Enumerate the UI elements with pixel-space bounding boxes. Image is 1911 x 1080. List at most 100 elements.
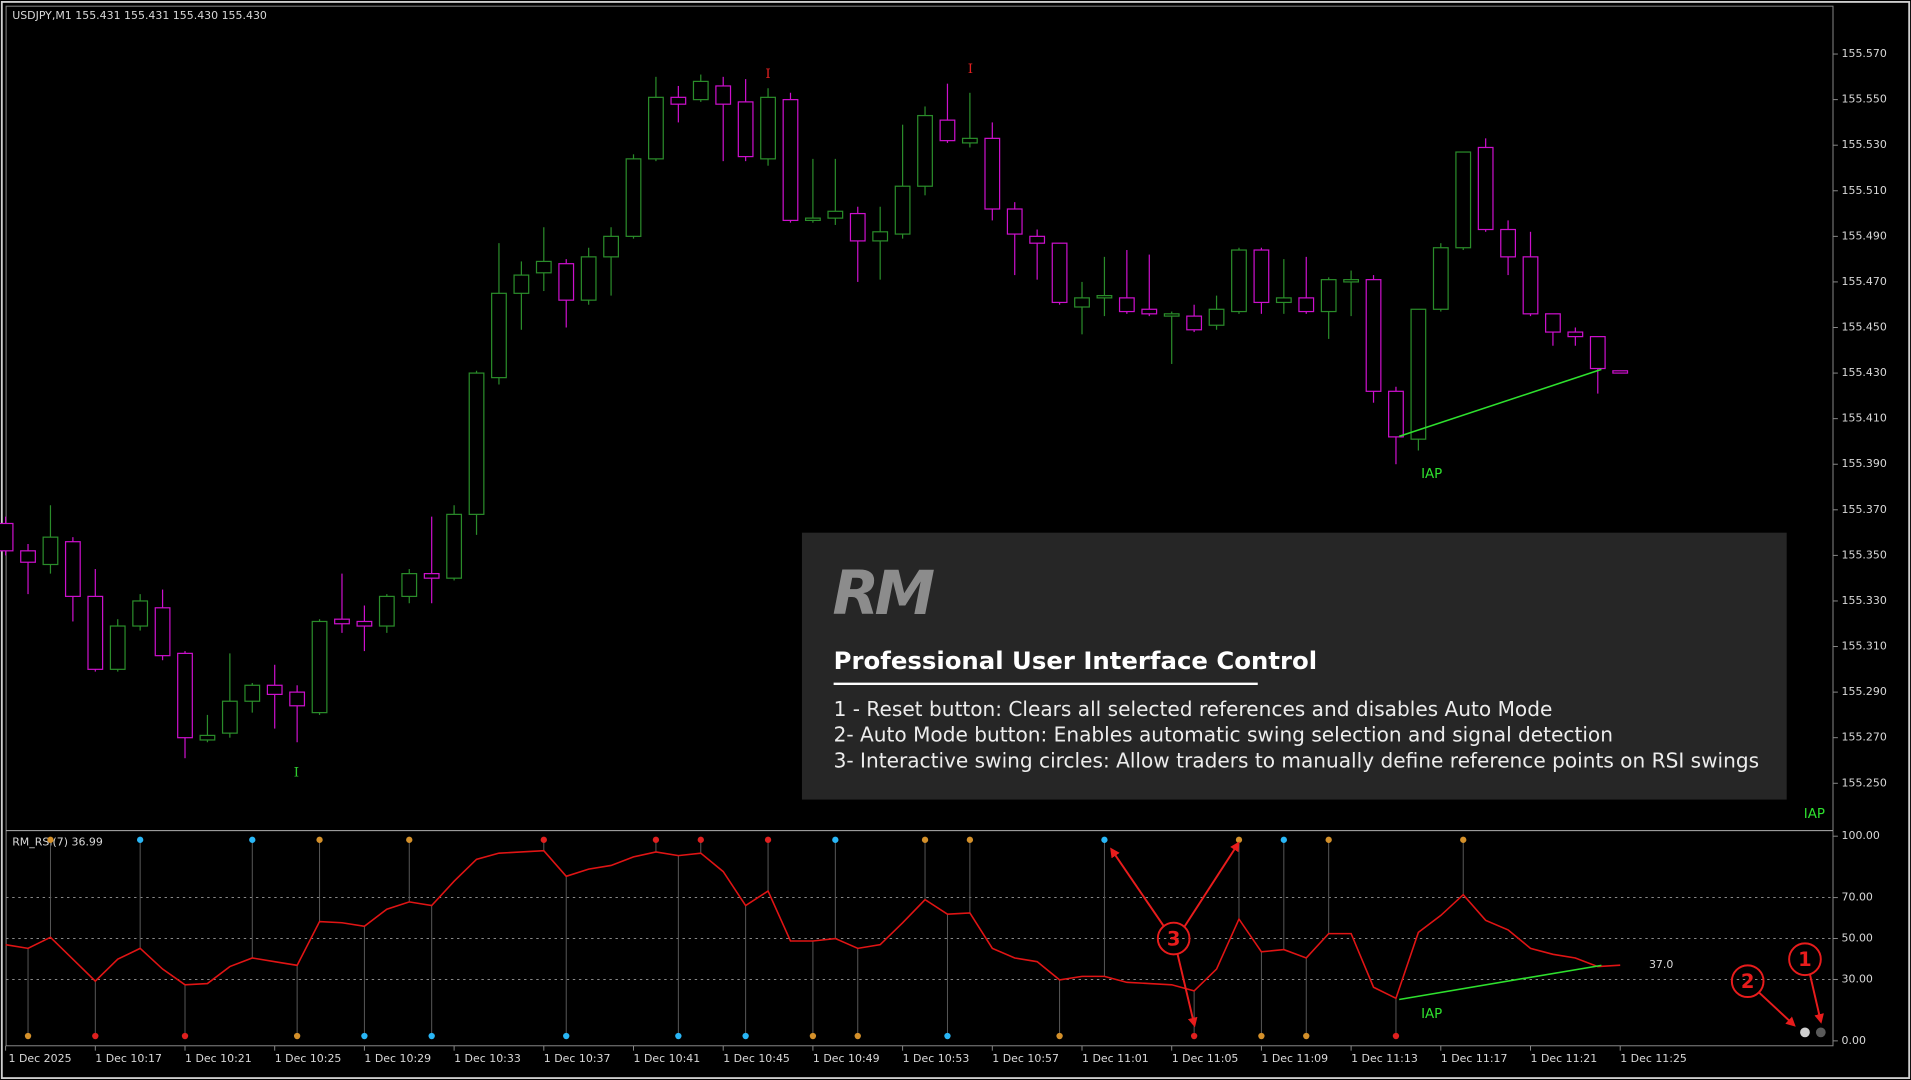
swing-high-circle[interactable] xyxy=(921,836,929,843)
candle-body xyxy=(266,684,283,696)
swing-high-circle[interactable] xyxy=(832,836,839,843)
y-tick-label: 70.00 xyxy=(1842,891,1873,904)
swing-high-circle[interactable] xyxy=(764,836,772,843)
callout-number: 1 xyxy=(1798,948,1812,971)
y-tick-label: 155.430 xyxy=(1842,366,1887,379)
candle-body xyxy=(1545,313,1561,333)
swing-low-circle[interactable] xyxy=(563,1032,570,1040)
candle-body xyxy=(1074,297,1090,308)
y-tick-label: 155.450 xyxy=(1842,321,1887,334)
candle-body xyxy=(1231,249,1247,313)
swing-low-circle[interactable] xyxy=(809,1032,817,1040)
y-tick-label: 155.530 xyxy=(1842,138,1887,151)
candle-body xyxy=(1365,279,1382,392)
swing-low-circle[interactable] xyxy=(428,1032,435,1040)
rsi-line xyxy=(5,849,1621,1000)
swing-high-circle[interactable] xyxy=(1280,836,1287,843)
swing-low-circle[interactable] xyxy=(1303,1032,1310,1040)
x-tick-label: 1 Dec 10:49 xyxy=(813,1052,880,1065)
candle-body xyxy=(378,595,395,627)
callout-number: 2 xyxy=(1741,970,1755,993)
candle-body xyxy=(87,595,104,670)
divergence-line xyxy=(1398,368,1602,438)
swing-high-circle[interactable] xyxy=(136,836,144,843)
candle-body xyxy=(1320,279,1337,313)
x-tick-label: 1 Dec 10:25 xyxy=(275,1052,342,1065)
candle-body xyxy=(1208,308,1225,326)
x-tick-label: 1 Dec 11:09 xyxy=(1261,1052,1328,1065)
swing-high-circle[interactable] xyxy=(249,836,256,843)
swing-low-circle[interactable] xyxy=(1258,1032,1265,1040)
candle-body xyxy=(1343,279,1360,283)
candle-body xyxy=(334,618,350,625)
x-tick-label: 1 Dec 11:21 xyxy=(1531,1052,1598,1065)
y-tick-label: 50.00 xyxy=(1842,932,1873,945)
swing-low-circle[interactable] xyxy=(293,1032,301,1040)
y-tick-label: 155.570 xyxy=(1842,47,1887,60)
swing-high-circle[interactable] xyxy=(47,836,54,843)
candle-body xyxy=(311,620,328,714)
swing-high-circle[interactable] xyxy=(1235,836,1243,843)
swing-low-circle[interactable] xyxy=(742,1032,749,1040)
candle-body xyxy=(558,263,575,301)
swing-low-circle[interactable] xyxy=(1056,1032,1063,1040)
swing-low-circle[interactable] xyxy=(1392,1032,1400,1040)
reset-button[interactable] xyxy=(1815,1027,1826,1038)
candle-body xyxy=(1567,331,1584,338)
candle-body xyxy=(154,607,171,657)
callouts xyxy=(1110,841,1824,1028)
swing-low-circle[interactable] xyxy=(944,1032,951,1040)
candle-body xyxy=(356,620,373,627)
y-tick-label: 30.00 xyxy=(1842,972,1873,985)
candle-body xyxy=(535,260,552,274)
y-tick-label: 155.270 xyxy=(1842,731,1887,744)
swing-high-circle[interactable] xyxy=(406,836,413,843)
rsi-divergence-line xyxy=(1398,964,1602,1001)
swing-low-circle[interactable] xyxy=(361,1032,368,1040)
swing-low-circle[interactable] xyxy=(675,1032,682,1040)
swing-low-circle[interactable] xyxy=(24,1032,32,1040)
candle-body xyxy=(20,550,36,563)
divergence-label: IAP xyxy=(1421,1007,1442,1022)
swing-high-circle[interactable] xyxy=(1460,836,1467,843)
x-tick-label: 1 Dec 10:41 xyxy=(634,1052,701,1065)
swing-high-circle[interactable] xyxy=(1325,836,1332,843)
swing-high-circle[interactable] xyxy=(1101,836,1108,843)
candle-body xyxy=(580,256,597,301)
swing-high-circle[interactable] xyxy=(316,836,323,843)
candle-body xyxy=(1477,146,1494,231)
candle-body xyxy=(1118,297,1135,313)
x-tick-label: 1 Dec 10:53 xyxy=(903,1052,970,1065)
candle-body xyxy=(625,158,642,237)
callout-circle xyxy=(1788,942,1822,977)
auto-mode-button[interactable] xyxy=(1800,1027,1810,1038)
candle-body xyxy=(1522,256,1539,315)
swing-low-circle[interactable] xyxy=(854,1032,861,1040)
swing-high-circle[interactable] xyxy=(652,836,660,843)
swing-high-circle[interactable] xyxy=(540,836,547,843)
callout-circle xyxy=(1156,921,1191,956)
swing-low-circle[interactable] xyxy=(92,1032,99,1040)
x-tick-label: 1 Dec 10:57 xyxy=(992,1052,1059,1065)
swing-low-circle[interactable] xyxy=(181,1032,189,1040)
candle-body xyxy=(468,372,485,515)
swing-low-circle[interactable] xyxy=(1190,1032,1198,1040)
candle-body xyxy=(42,536,59,566)
divergence-label: IAP xyxy=(1421,467,1442,482)
candle-body xyxy=(939,119,956,142)
y-tick-label: 155.410 xyxy=(1842,412,1887,425)
x-tick-label: 1 Dec 10:45 xyxy=(723,1052,790,1065)
y-tick-label: 155.550 xyxy=(1842,93,1887,106)
info-panel: RM Professional User Interface Control 1… xyxy=(801,532,1787,800)
x-tick-label: 1 Dec 10:37 xyxy=(544,1052,611,1065)
candle-body xyxy=(199,734,216,741)
swing-high-circle[interactable] xyxy=(697,836,704,843)
candle-body xyxy=(1500,228,1517,258)
candle-body xyxy=(1186,315,1203,331)
candle-body xyxy=(849,212,866,242)
panel-item: 2- Auto Mode button: Enables automatic s… xyxy=(834,723,1613,747)
swing-high-circle[interactable] xyxy=(966,836,974,843)
candle-body xyxy=(446,513,463,579)
y-tick-label: 155.290 xyxy=(1842,685,1887,698)
candle-body xyxy=(648,96,664,160)
